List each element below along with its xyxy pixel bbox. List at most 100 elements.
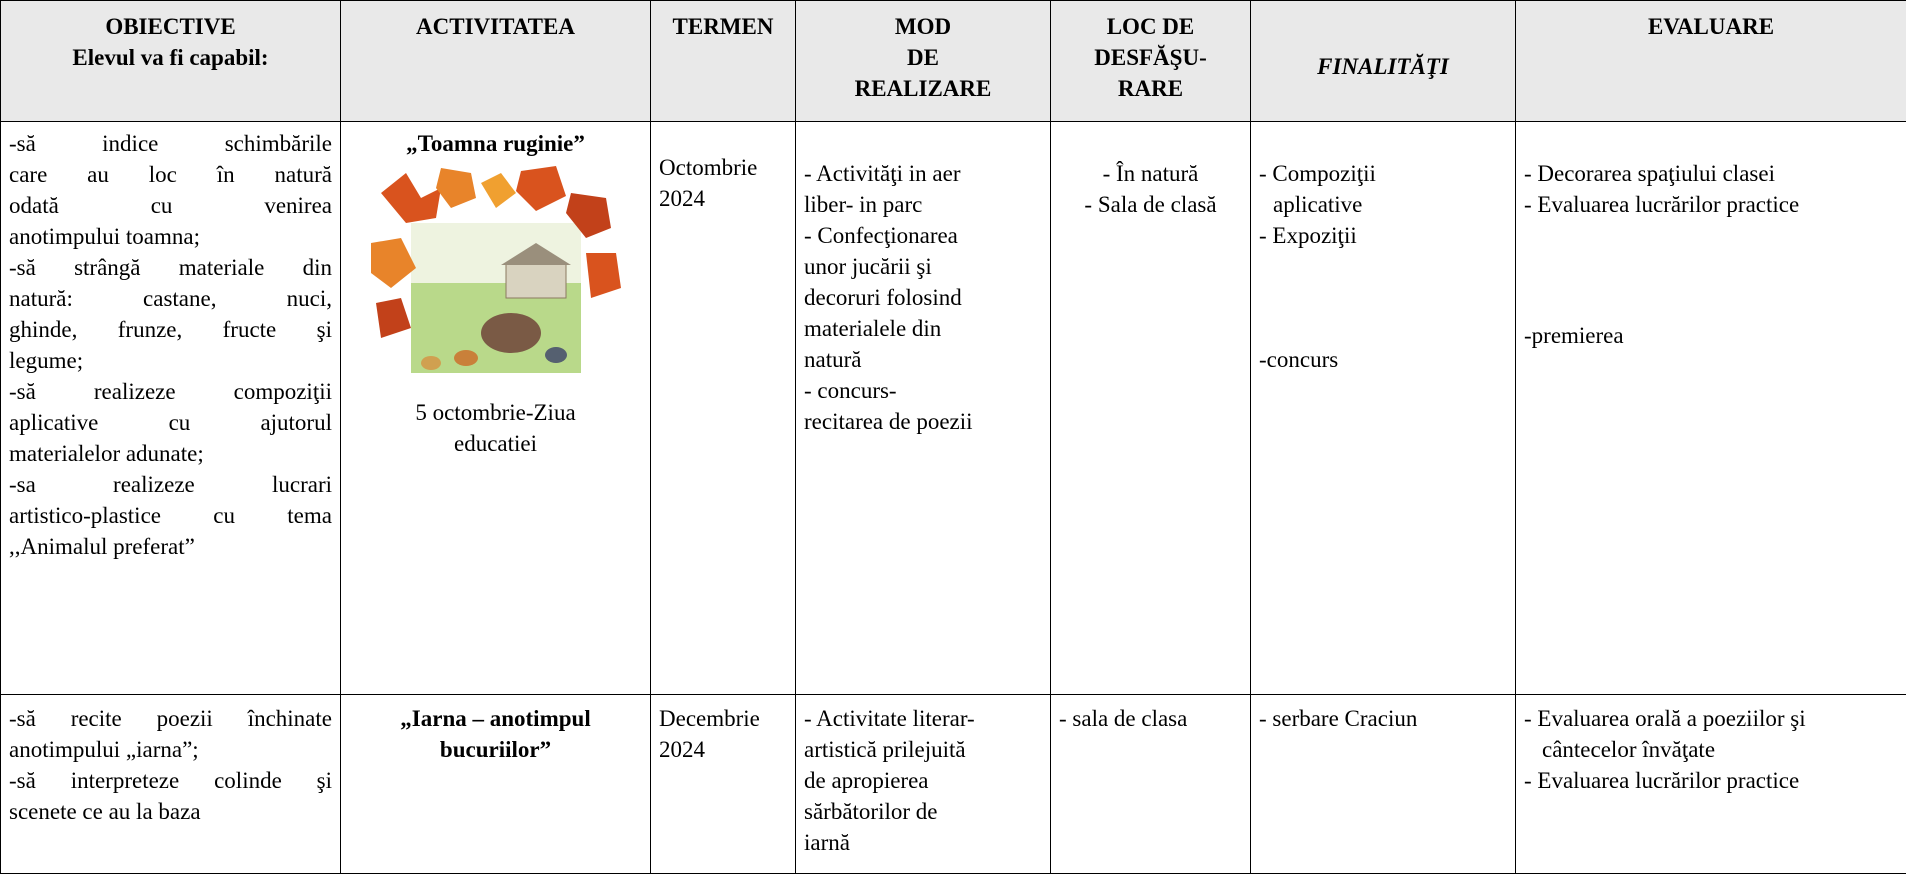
cell-line: 2024 xyxy=(659,734,787,765)
cell-line: - serbare Craciun xyxy=(1259,703,1507,734)
cell-line: artistico-plastice cu tema xyxy=(9,500,332,531)
cell-line: - Confecţionarea xyxy=(804,220,1042,251)
cell-line: recitarea de poezii xyxy=(804,406,1042,437)
cell-line: ghinde, frunze, fructe şi xyxy=(9,314,332,345)
cell-line: natură xyxy=(804,344,1042,375)
cell-line: - Evaluarea lucrărilor practice xyxy=(1524,189,1898,220)
header-cell: FINALITĂŢI xyxy=(1251,1,1516,122)
cell-line: decoruri folosind xyxy=(804,282,1042,313)
cell-line: legume; xyxy=(9,345,332,376)
header-cell: TERMEN xyxy=(651,1,796,122)
cell-line: liber- in parc xyxy=(804,189,1042,220)
header-line: LOC DE xyxy=(1059,11,1242,42)
cell-line: anotimpului „iarna”; xyxy=(9,734,332,765)
cell-line: - În natură xyxy=(1059,158,1242,189)
page: {"table": { "headers": [ ["OBIECTIVE", "… xyxy=(0,0,1906,821)
autumn-illustration xyxy=(371,163,621,391)
cell-line: Octombrie xyxy=(659,152,787,183)
cell-line: - Activitate literar- xyxy=(804,703,1042,734)
cell-line: materialelor adunate; xyxy=(9,438,332,469)
header-line: RARE xyxy=(1059,73,1242,104)
cell-line: aplicative cu ajutorul xyxy=(9,407,332,438)
cell-line: 2024 xyxy=(659,183,787,214)
table-cell: - serbare Craciun xyxy=(1251,695,1516,874)
header-line: Elevul va fi capabil: xyxy=(9,42,332,73)
activity-caption: educatiei xyxy=(349,428,642,459)
cell-line: - Compoziţii xyxy=(1259,158,1507,189)
header-line: DESFĂŞU- xyxy=(1059,42,1242,73)
cell-line: - Evaluarea lucrărilor practice xyxy=(1524,765,1898,796)
text-group: - serbare Craciun xyxy=(1259,703,1507,734)
activity-title: „Iarna – anotimpul xyxy=(349,703,642,734)
cell-line: - concurs- xyxy=(804,375,1042,406)
activity-caption: 5 octombrie-Ziua xyxy=(349,397,642,428)
cell-line: ,,Animalul preferat” xyxy=(9,531,332,562)
cell-line: artistică prilejuită xyxy=(804,734,1042,765)
cell-line: -să recite poezii închinate xyxy=(9,703,332,734)
header-line: REALIZARE xyxy=(804,73,1042,104)
activity-title: bucuriilor” xyxy=(349,734,642,765)
cell-line: Decembrie xyxy=(659,703,787,734)
cell-line: iarnă xyxy=(804,827,1042,858)
cell-line: natură: castane, nuci, xyxy=(9,283,332,314)
cell-line: de apropierea xyxy=(804,765,1042,796)
cell-line: -să interpreteze colinde şi xyxy=(9,765,332,796)
text-group: - sala de clasa xyxy=(1059,703,1242,734)
table-cell: - Activitate literar-artistică prilejuit… xyxy=(796,695,1051,874)
cell-line: -să indice schimbările xyxy=(9,128,332,159)
cell-line: -concurs xyxy=(1259,344,1507,375)
cell-line: -sa realizeze lucrari xyxy=(9,469,332,500)
cell-line: -să strângă materiale din xyxy=(9,252,332,283)
header-line: ACTIVITATEA xyxy=(349,11,642,42)
table-cell: - În natură- Sala de clasă xyxy=(1051,122,1251,695)
cell-line: - Decorarea spaţiului clasei xyxy=(1524,158,1898,189)
header-cell: EVALUARE xyxy=(1516,1,1906,122)
cell-line: odată cu venirea xyxy=(9,190,332,221)
header-line: TERMEN xyxy=(659,11,787,42)
cell-line: scenete ce au la baza xyxy=(9,796,332,827)
table-cell: - sala de clasa xyxy=(1051,695,1251,874)
header-line: MOD xyxy=(804,11,1042,42)
header-line: FINALITĂŢI xyxy=(1259,51,1507,82)
activity-title: „Toamna ruginie” xyxy=(349,128,642,159)
cell-line: -premierea xyxy=(1524,320,1898,351)
text-group: - Decorarea spaţiului clasei- Evaluarea … xyxy=(1524,158,1898,220)
header-line: DE xyxy=(804,42,1042,73)
text-group: - În natură- Sala de clasă xyxy=(1059,158,1242,220)
cell-line: anotimpului toamna; xyxy=(9,221,332,252)
text-group: - Activitate literar-artistică prilejuit… xyxy=(804,703,1042,858)
text-group: -concurs xyxy=(1259,344,1507,375)
cell-line: unor jucării şi xyxy=(804,251,1042,282)
cell-line: materialele din xyxy=(804,313,1042,344)
header-line: EVALUARE xyxy=(1524,11,1898,42)
cell-line: sărbătorilor de xyxy=(804,796,1042,827)
cell-line: aplicative xyxy=(1259,189,1507,220)
cell-line: - Activităţi in aer xyxy=(804,158,1042,189)
header-cell: ACTIVITATEA xyxy=(341,1,651,122)
cell-line: - Evaluarea orală a poeziilor şi xyxy=(1524,703,1898,734)
cell-line: - Expoziţii xyxy=(1259,220,1507,251)
cell-line: - sala de clasa xyxy=(1059,703,1242,734)
